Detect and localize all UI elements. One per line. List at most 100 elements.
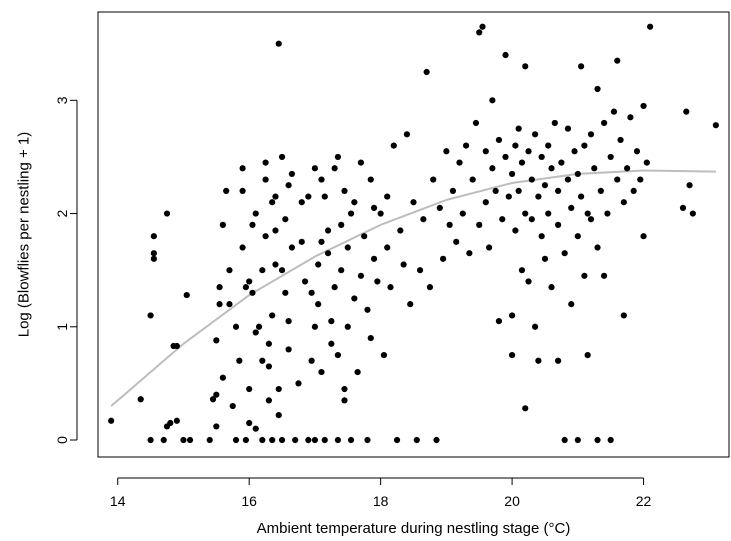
data-point [341,187,348,195]
data-point [686,182,693,189]
data-point [321,193,328,200]
data-point [361,233,368,240]
data-point [328,318,335,325]
data-point [269,199,276,206]
data-point [502,51,509,59]
data-point [269,312,276,319]
data-point [288,170,296,178]
data-point [334,153,342,161]
data-point [522,210,529,217]
data-point [229,402,236,410]
data-point [315,261,322,268]
data-point [538,233,545,240]
data-point [357,272,365,279]
data-point [344,244,351,251]
data-point [331,284,338,291]
data-point [321,436,328,444]
data-point [262,159,269,166]
data-point [370,204,378,211]
data-point [433,436,440,444]
data-point [489,165,496,172]
data-point [403,131,411,138]
data-point [459,210,466,217]
data-point [275,412,282,419]
data-point [354,368,361,376]
data-point [508,351,516,359]
data-point [594,436,601,444]
fit-curve [110,169,716,407]
data-point [522,405,529,412]
data-point [390,142,397,149]
data-point [620,199,627,206]
data-point [384,244,391,251]
data-point [637,176,644,183]
data-point [242,284,249,291]
data-point [163,210,171,217]
data-point [318,368,325,376]
data-point [292,436,299,444]
data-point [331,165,338,172]
data-point [285,346,292,353]
data-point [180,436,187,444]
data-point [341,385,348,393]
data-point [252,329,259,336]
data-point [614,176,621,183]
y-tick-label: 1 [54,323,70,331]
data-point [453,238,460,245]
data-point [561,436,568,444]
data-point [624,165,631,172]
data-point [538,153,545,161]
data-point [308,357,315,364]
data-point [150,233,157,240]
data-point [318,238,325,245]
data-point [334,351,342,359]
data-point [137,396,144,403]
data-point [265,397,272,404]
data-point [436,204,443,211]
data-point [492,187,499,195]
data-point [439,255,447,262]
data-point [502,153,509,161]
data-point [239,244,246,251]
data-point [528,216,535,223]
data-point [295,380,302,387]
y-tick-label: 2 [54,209,70,217]
x-tick-label: 18 [373,493,389,509]
data-point [242,436,249,444]
data-point [597,187,604,195]
data-point [594,85,601,93]
data-point [315,301,322,308]
data-point [587,131,595,138]
data-point [380,351,388,359]
y-axis-label: Log (Blowflies per nestling + 1) [16,132,33,338]
data-point [551,119,558,127]
data-point [397,227,404,234]
data-point [426,284,434,291]
data-point [219,221,226,228]
data-point [374,278,381,285]
data-point [584,210,591,217]
data-point [466,250,473,257]
data-point [324,250,332,257]
data-point [298,199,305,206]
data-point [328,340,335,347]
data-point [160,436,167,444]
fit-layer [110,169,716,407]
data-point [476,221,483,228]
data-point [601,272,608,279]
data-point [400,261,407,268]
data-point [232,323,240,330]
data-point [541,182,549,189]
x-axis: 14 16 18 20 22 [110,477,652,509]
data-point [584,351,591,359]
data-point [288,244,296,251]
data-point [430,176,437,183]
data-point [512,142,519,149]
data-point [469,176,476,183]
data-point [499,216,506,223]
data-point [226,301,233,308]
data-point [456,159,463,166]
data-point [262,233,269,240]
data-point [531,323,539,330]
data-point [278,436,286,444]
